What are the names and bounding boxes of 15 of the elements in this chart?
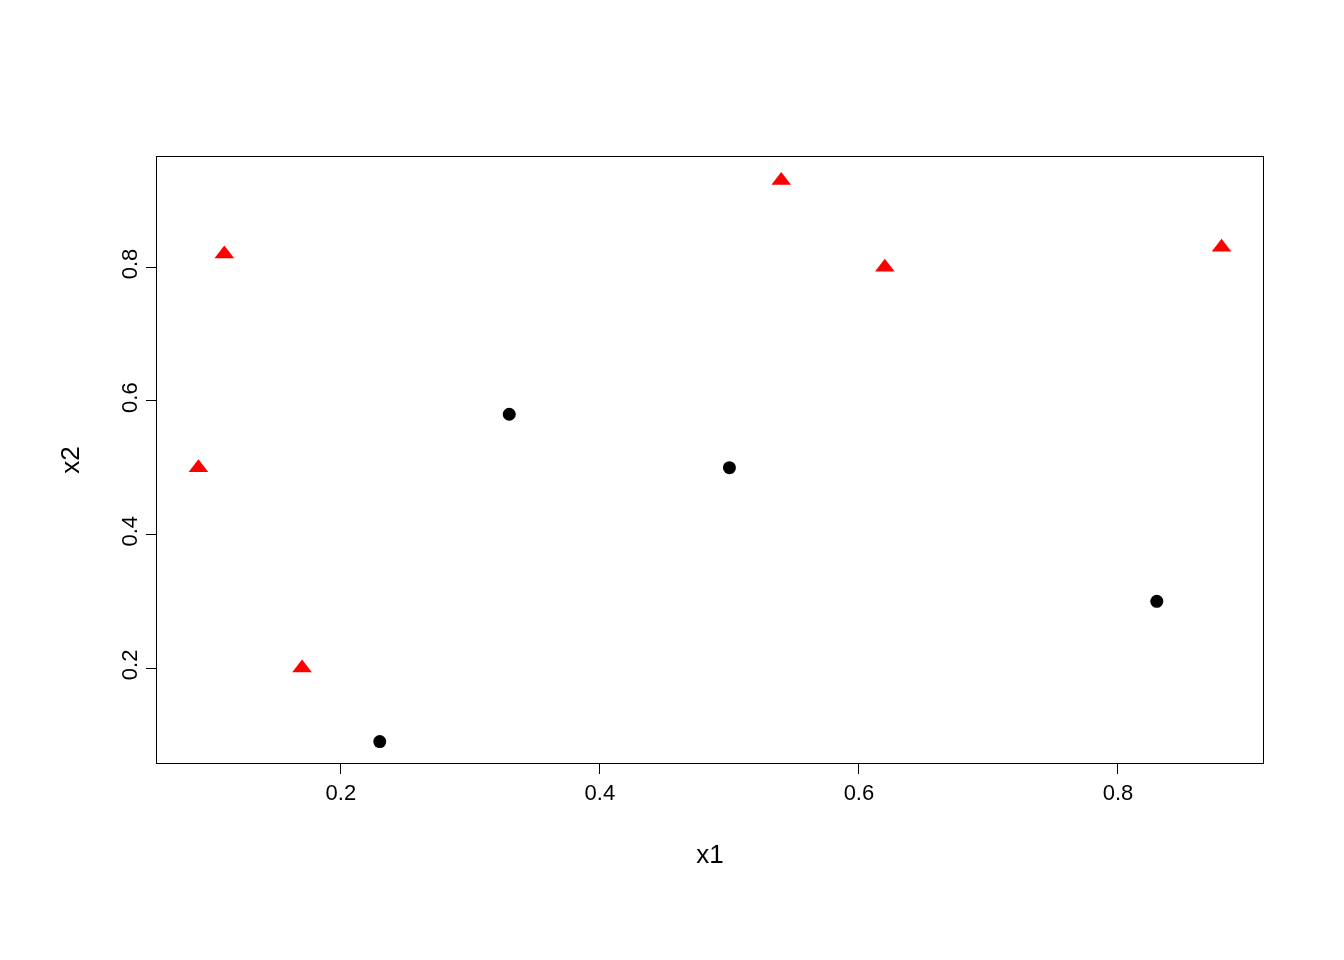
point — [1150, 594, 1164, 608]
point — [722, 461, 736, 475]
y-tick-label: 0.2 — [117, 649, 143, 681]
y-tick-label: 0.8 — [117, 248, 143, 280]
point — [502, 407, 516, 421]
y-axis-title: x2 — [54, 446, 85, 474]
x-tick-label: 0.8 — [1102, 780, 1134, 806]
x-tick-label: 0.6 — [843, 780, 875, 806]
y-tick-label: 0.4 — [117, 515, 143, 547]
x-tick-label: 0.4 — [584, 780, 616, 806]
point — [373, 735, 387, 749]
x-axis-title: x1 — [696, 839, 724, 870]
point — [875, 258, 895, 272]
x-tick-label: 0.2 — [325, 780, 357, 806]
y-tick-label: 0.6 — [117, 382, 143, 413]
